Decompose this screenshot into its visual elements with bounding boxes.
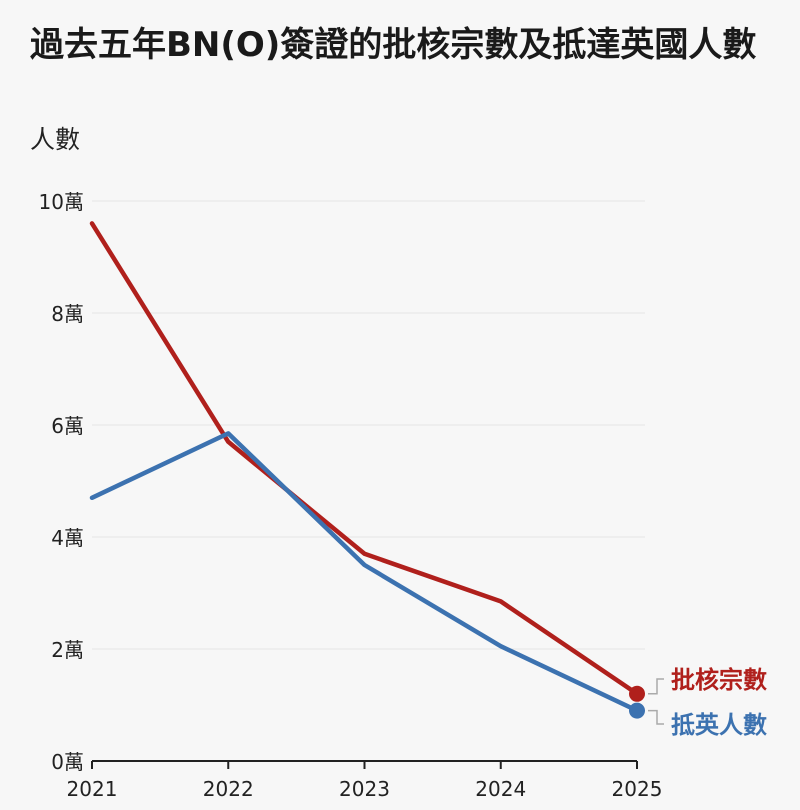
x-tick-label: 2024 <box>475 777 526 801</box>
y-tick-label: 0萬 <box>51 750 84 774</box>
x-tick-label: 2022 <box>203 777 254 801</box>
series-end-point <box>629 702 645 719</box>
series-lines <box>89 221 645 719</box>
series-line <box>89 431 640 713</box>
series-label: 抵英人數 <box>671 711 767 739</box>
gridlines <box>92 200 645 650</box>
y-tick-label: 2萬 <box>51 638 84 662</box>
y-tick-label: 6萬 <box>51 414 84 438</box>
x-tick-label: 2023 <box>339 777 390 801</box>
series-end-point <box>629 685 645 702</box>
y-tick-label: 8萬 <box>51 302 84 326</box>
series-label: 批核宗數 <box>671 666 767 694</box>
y-axis-ticks: 0萬 2萬 4萬 6萬 8萬 10萬 <box>39 190 84 774</box>
x-tick-label: 2021 <box>67 777 118 801</box>
label-leader-line <box>648 709 664 725</box>
x-axis: 2021 2022 2023 2024 2025 <box>67 760 663 801</box>
y-axis-label: 人數 <box>30 125 81 154</box>
x-tick-label: 2025 <box>612 777 663 801</box>
series-line <box>89 221 640 697</box>
y-tick-label: 4萬 <box>51 526 84 550</box>
y-tick-label: 10萬 <box>39 190 84 214</box>
chart-title: 過去五年BN(O)簽證的批核宗數及抵達英國人數 <box>30 25 757 65</box>
label-leader-line <box>648 678 664 695</box>
